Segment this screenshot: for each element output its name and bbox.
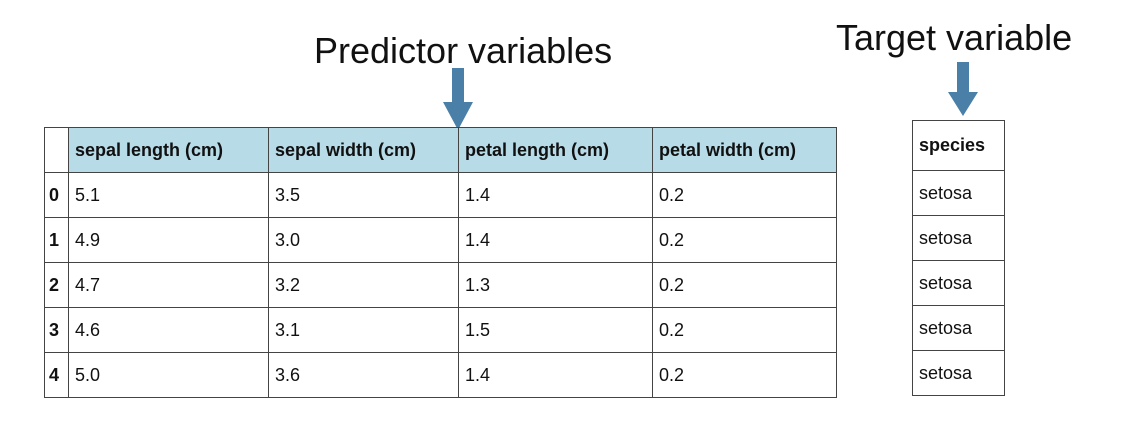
column-header-sepal-width: sepal width (cm): [268, 127, 459, 173]
column-header-petal-length: petal length (cm): [458, 127, 653, 173]
table-row: 3 4.6 3.1 1.5 0.2: [44, 307, 837, 353]
cell-sepal-width: 3.0: [268, 217, 459, 263]
cell-sepal-width: 3.6: [268, 352, 459, 398]
cell-petal-width: 0.2: [652, 307, 837, 353]
cell-petal-length: 1.3: [458, 262, 653, 308]
column-header-sepal-length: sepal length (cm): [68, 127, 269, 173]
cell-petal-length: 1.4: [458, 352, 653, 398]
cell-petal-length: 1.5: [458, 307, 653, 353]
row-index: 0: [44, 172, 69, 218]
cell-petal-width: 0.2: [652, 262, 837, 308]
table-row: setosa: [912, 260, 1005, 306]
row-index: 3: [44, 307, 69, 353]
cell-sepal-width: 3.2: [268, 262, 459, 308]
column-header-petal-width: petal width (cm): [652, 127, 837, 173]
predictor-variables-label: Predictor variables: [314, 30, 613, 71]
cell-species: setosa: [912, 260, 1005, 306]
cell-species: setosa: [912, 350, 1005, 396]
predictor-features-table: sepal length (cm) sepal width (cm) petal…: [44, 127, 837, 398]
index-header-cell: [44, 127, 69, 173]
row-index: 4: [44, 352, 69, 398]
cell-sepal-length: 5.0: [68, 352, 269, 398]
cell-sepal-length: 4.9: [68, 217, 269, 263]
column-header-species: species: [912, 120, 1005, 171]
cell-sepal-width: 3.5: [268, 172, 459, 218]
cell-petal-width: 0.2: [652, 352, 837, 398]
cell-petal-length: 1.4: [458, 172, 653, 218]
target-arrow-icon: [948, 62, 978, 116]
table-row: setosa: [912, 170, 1005, 216]
target-species-table: species setosa setosa setosa setosa seto…: [912, 120, 1005, 396]
table-row: setosa: [912, 350, 1005, 396]
cell-sepal-length: 4.6: [68, 307, 269, 353]
cell-species: setosa: [912, 215, 1005, 261]
cell-species: setosa: [912, 170, 1005, 216]
cell-sepal-length: 4.7: [68, 262, 269, 308]
cell-petal-width: 0.2: [652, 217, 837, 263]
predictor-arrow-icon: [443, 68, 473, 130]
table-row: setosa: [912, 305, 1005, 351]
table-row: 4 5.0 3.6 1.4 0.2: [44, 352, 837, 398]
table-row: 1 4.9 3.0 1.4 0.2: [44, 217, 837, 263]
cell-petal-width: 0.2: [652, 172, 837, 218]
features-header-row: sepal length (cm) sepal width (cm) petal…: [44, 127, 837, 173]
cell-petal-length: 1.4: [458, 217, 653, 263]
cell-species: setosa: [912, 305, 1005, 351]
row-index: 2: [44, 262, 69, 308]
row-index: 1: [44, 217, 69, 263]
cell-sepal-width: 3.1: [268, 307, 459, 353]
table-row: 0 5.1 3.5 1.4 0.2: [44, 172, 837, 218]
table-row: setosa: [912, 215, 1005, 261]
target-variable-label: Target variable: [836, 17, 1073, 58]
target-header-row: species: [912, 120, 1005, 171]
table-row: 2 4.7 3.2 1.3 0.2: [44, 262, 837, 308]
cell-sepal-length: 5.1: [68, 172, 269, 218]
